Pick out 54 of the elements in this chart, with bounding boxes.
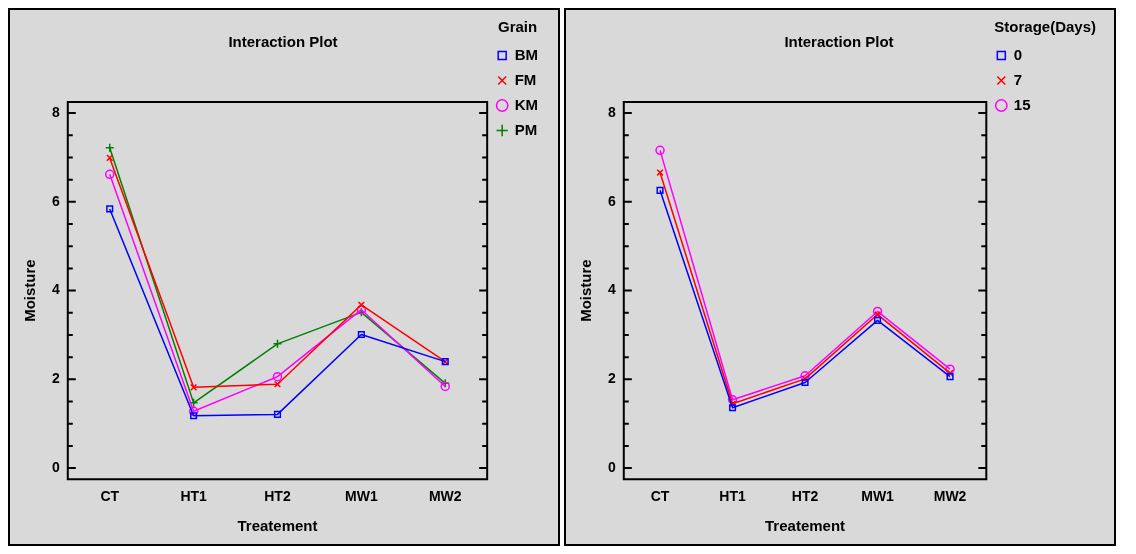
point [656,186,664,194]
point [655,145,665,156]
y-tick-label: 4 [51,281,60,298]
point [104,169,115,180]
x-tick-label: MW1 [861,488,895,505]
x-axis-title: Treatement [237,517,318,535]
x-tick-label: HT1 [180,488,208,505]
legend-label: 0 [1013,45,1023,63]
y-axis-title: Moisture [577,259,595,322]
x-tick-label: CT [100,488,120,505]
legend-label: PM [514,120,538,138]
y-tick-label: 0 [51,458,60,475]
x-tick-label: CT [650,488,670,505]
y-tick-label: 0 [607,458,616,475]
point [272,339,283,349]
legend-label: FM [514,70,537,88]
y-tick-label: 8 [607,103,616,120]
x-tick-label: MW2 [933,488,967,505]
y-tick-label: 8 [51,103,60,120]
point [357,330,365,339]
point [946,373,954,381]
legend-title: Grain [497,17,538,35]
point [872,306,883,317]
legend-label: KM [514,95,538,113]
point [656,168,664,177]
point [800,371,810,381]
x-tick-label: MW1 [345,488,378,505]
chart-title: Interaction Plot [784,33,894,51]
point [273,410,282,418]
x-tick-label: HT2 [791,488,819,505]
y-tick-label: 6 [51,192,60,209]
legend-title: Storage(Days) [994,17,1096,35]
x-tick-label: HT2 [264,488,291,505]
x-tick-label: MW2 [428,488,462,505]
point [190,412,198,420]
point [727,395,738,405]
point [728,404,737,412]
x-axis-title: Treatement [765,517,846,535]
y-tick-label: 4 [607,281,616,298]
point [106,205,114,213]
y-axis-title: Moisture [21,259,39,322]
point [272,371,283,382]
legend-label: BM [514,45,538,63]
point [873,316,882,324]
point [188,406,199,417]
point [945,364,955,374]
point [801,378,809,387]
y-tick-label: 2 [51,370,60,387]
legend-label: 15 [1013,95,1031,113]
chart-title: Interaction Plot [228,33,338,51]
y-tick-label: 2 [607,370,616,387]
legend-label: 7 [1013,70,1023,88]
x-tick-label: HT1 [719,488,746,505]
y-tick-label: 6 [607,192,616,209]
